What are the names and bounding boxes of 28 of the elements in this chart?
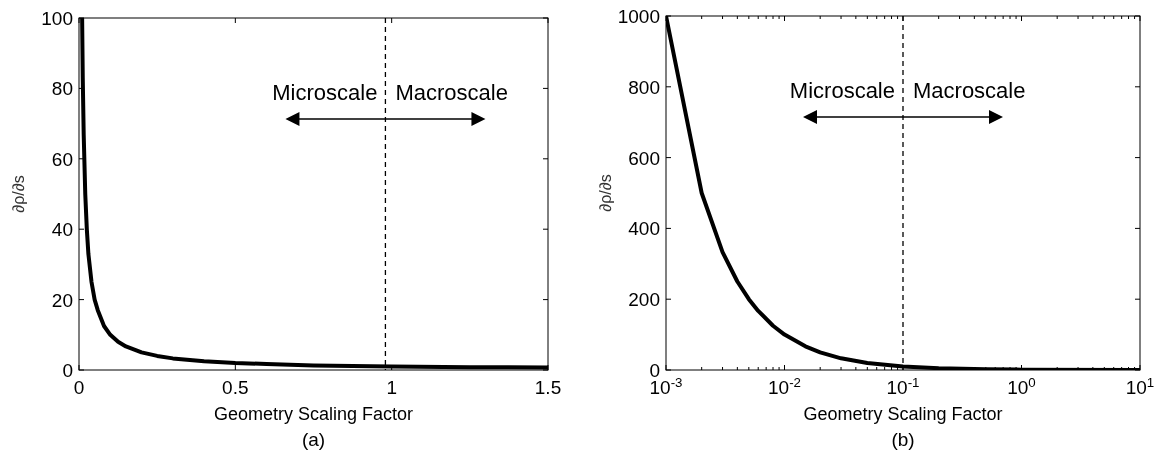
x-tick-label: 1 — [386, 377, 397, 398]
y-tick-label: 40 — [51, 219, 73, 241]
annotation: Macroscale — [395, 80, 508, 105]
y-tick-label: 600 — [628, 147, 660, 169]
y-tick-label: 200 — [628, 289, 660, 311]
x-tick-label: 10$^{0}$ — [1007, 374, 1036, 398]
y-tick-label: 20 — [51, 289, 73, 311]
x-axis-title: Geometry Scaling Factor — [803, 404, 1003, 424]
x-tick-label: 10$^{1}$ — [1125, 374, 1155, 398]
x-tick-label: 1.5 — [534, 377, 562, 398]
y-tick-label: 60 — [51, 148, 73, 170]
y-axis-title: ∂ρ/∂s — [10, 175, 27, 213]
y-axis-title: ∂ρ/∂s — [597, 174, 614, 212]
y-tick-label: 100 — [41, 8, 73, 29]
y-tick-label: 1000 — [617, 6, 660, 27]
annotation: Microscale — [789, 78, 895, 103]
x-axis-title: Geometry Scaling Factor — [213, 404, 414, 424]
x-tick-label: 0.5 — [222, 377, 249, 398]
x-tick-label: 10$^{-1}$ — [886, 374, 920, 398]
annotation: Macroscale — [913, 78, 1026, 103]
x-tick-label: 10$^{-2}$ — [768, 374, 801, 398]
y-tick-label: 80 — [51, 78, 73, 100]
y-tick-label: 0 — [62, 360, 73, 381]
text: (a) — [301, 429, 326, 450]
y-tick-label: 400 — [628, 218, 660, 240]
text: (b) — [891, 429, 915, 450]
annotation: Microscale — [272, 80, 378, 105]
y-tick-label: 800 — [628, 76, 660, 98]
